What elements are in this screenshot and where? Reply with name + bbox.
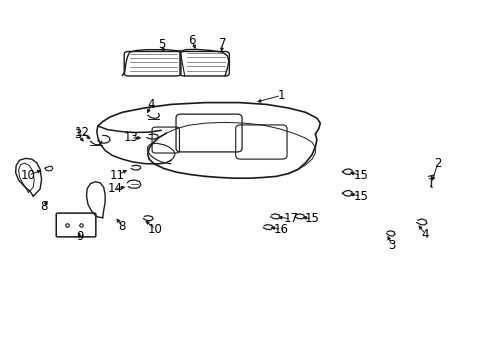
Text: 13: 13 — [123, 131, 138, 144]
Text: 8: 8 — [40, 201, 48, 213]
Text: 11: 11 — [110, 169, 124, 182]
Text: 10: 10 — [148, 223, 163, 236]
Text: 3: 3 — [387, 239, 395, 252]
Text: 2: 2 — [433, 157, 441, 170]
Text: 3: 3 — [74, 129, 82, 141]
Text: 16: 16 — [273, 223, 288, 236]
Text: 8: 8 — [118, 220, 126, 233]
Text: 10: 10 — [21, 169, 36, 182]
Text: 12: 12 — [75, 126, 89, 139]
Text: 15: 15 — [353, 190, 367, 203]
Text: 7: 7 — [218, 37, 226, 50]
Text: 15: 15 — [304, 212, 319, 225]
Text: 17: 17 — [283, 212, 298, 225]
Text: 4: 4 — [147, 98, 155, 111]
Text: 15: 15 — [353, 169, 367, 182]
Text: 9: 9 — [76, 230, 83, 243]
Text: 6: 6 — [187, 34, 195, 47]
Text: 5: 5 — [157, 39, 165, 51]
Text: 14: 14 — [107, 183, 122, 195]
Text: 1: 1 — [277, 89, 285, 102]
Text: 4: 4 — [421, 228, 428, 240]
